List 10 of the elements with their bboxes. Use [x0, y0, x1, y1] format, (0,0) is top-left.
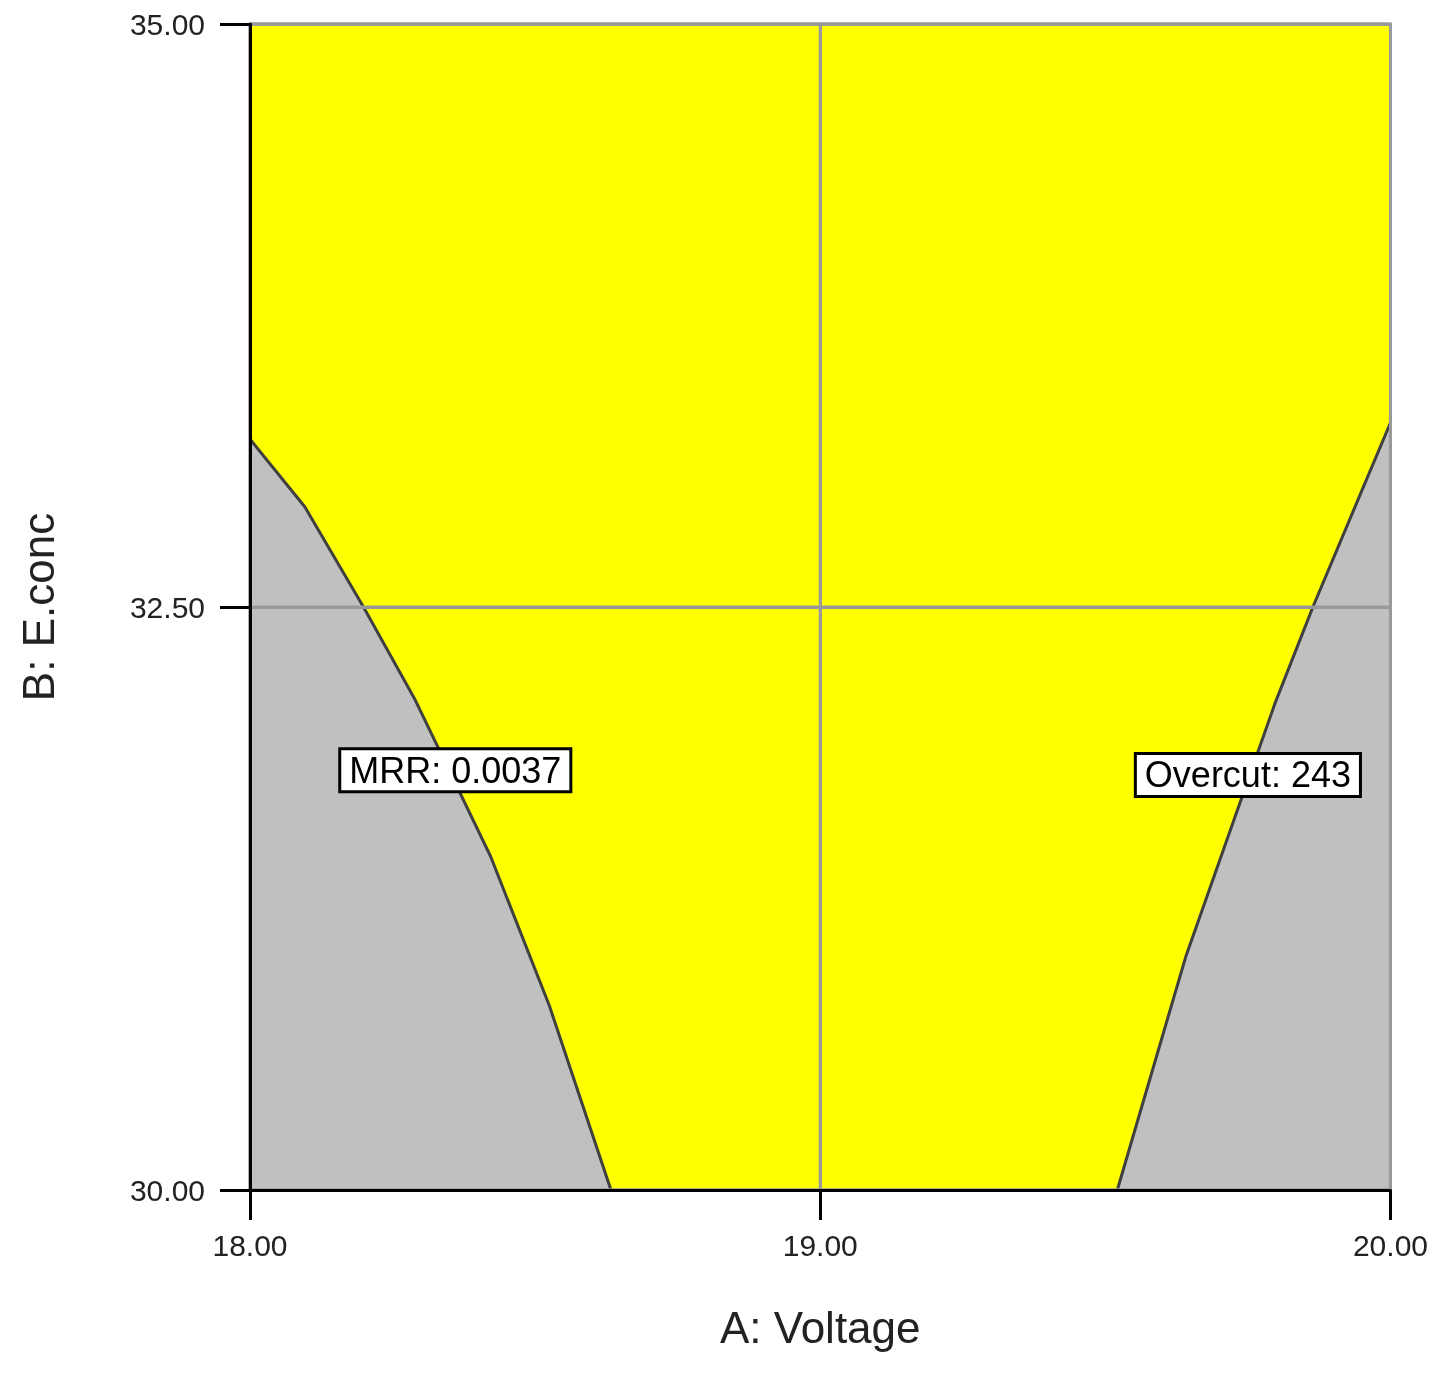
annotation: MRR: 0.0037 [349, 749, 562, 791]
y-tick-label: 35.00 [129, 7, 205, 41]
x-tick-label: 19.00 [782, 1228, 858, 1262]
y-tick-label: 30.00 [129, 1173, 205, 1207]
x-axis-title: A: Voltage [719, 1302, 921, 1352]
y-axis-title: B: E.conc [13, 512, 63, 702]
annotation: Overcut: 243 [1144, 754, 1351, 796]
x-tick-label: 18.00 [212, 1228, 288, 1262]
y-tick-label: 32.50 [129, 590, 205, 624]
x-tick-label: 20.00 [1352, 1228, 1428, 1262]
